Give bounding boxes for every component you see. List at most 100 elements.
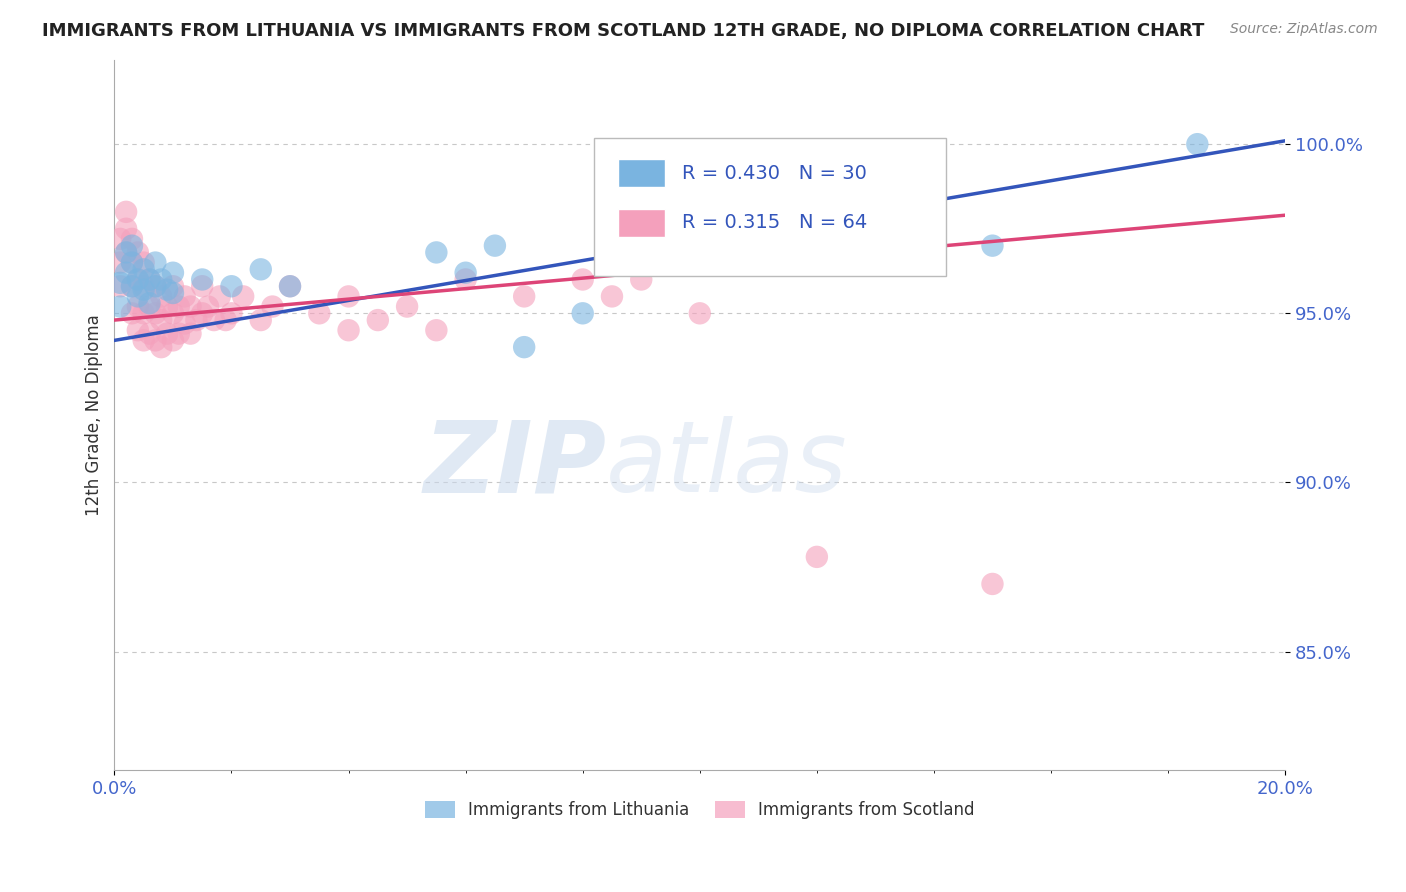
Point: [981, 238, 1004, 252]
Point: [132, 334, 155, 348]
Text: ZIP: ZIP: [423, 416, 606, 513]
Point: [145, 279, 167, 293]
Point: [145, 255, 167, 269]
Point: [110, 276, 132, 290]
Point: [150, 340, 173, 354]
Point: [145, 279, 167, 293]
Point: [110, 255, 132, 269]
Point: [162, 279, 184, 293]
Point: [208, 289, 231, 303]
Point: [484, 238, 506, 252]
Point: [1187, 137, 1209, 152]
Point: [221, 279, 243, 293]
Point: [232, 289, 254, 303]
Point: [121, 232, 143, 246]
FancyBboxPatch shape: [617, 209, 665, 237]
Point: [221, 306, 243, 320]
Text: Source: ZipAtlas.com: Source: ZipAtlas.com: [1230, 22, 1378, 37]
Point: [167, 300, 190, 314]
Point: [179, 300, 201, 314]
Point: [367, 313, 389, 327]
Text: atlas: atlas: [606, 416, 848, 513]
Point: [197, 300, 219, 314]
Point: [110, 279, 132, 293]
Point: [115, 266, 138, 280]
Point: [454, 272, 477, 286]
Point: [425, 323, 447, 337]
Legend: Immigrants from Lithuania, Immigrants from Scotland: Immigrants from Lithuania, Immigrants fr…: [419, 794, 981, 826]
Point: [115, 245, 138, 260]
Point: [127, 272, 149, 286]
Point: [425, 245, 447, 260]
Point: [513, 289, 536, 303]
Point: [145, 334, 167, 348]
Point: [806, 549, 828, 564]
Point: [278, 279, 301, 293]
Point: [202, 313, 225, 327]
Point: [162, 266, 184, 280]
Point: [186, 313, 208, 327]
Point: [981, 577, 1004, 591]
Point: [132, 279, 155, 293]
Point: [127, 300, 149, 314]
Point: [156, 283, 179, 297]
Point: [127, 245, 149, 260]
Point: [513, 340, 536, 354]
Point: [173, 317, 195, 331]
Point: [132, 283, 155, 297]
Point: [454, 266, 477, 280]
Point: [249, 313, 271, 327]
Point: [278, 279, 301, 293]
Point: [132, 306, 155, 320]
Point: [110, 300, 132, 314]
Text: IMMIGRANTS FROM LITHUANIA VS IMMIGRANTS FROM SCOTLAND 12TH GRADE, NO DIPLOMA COR: IMMIGRANTS FROM LITHUANIA VS IMMIGRANTS …: [42, 22, 1205, 40]
Point: [132, 255, 155, 269]
Point: [138, 326, 160, 341]
FancyBboxPatch shape: [595, 137, 946, 277]
Point: [337, 289, 360, 303]
Point: [121, 255, 143, 269]
Point: [127, 323, 149, 337]
Point: [121, 255, 143, 269]
Point: [162, 285, 184, 300]
Point: [396, 300, 419, 314]
Point: [138, 296, 160, 310]
Point: [121, 238, 143, 252]
Point: [191, 272, 214, 286]
Point: [191, 306, 214, 320]
Point: [132, 262, 155, 277]
Point: [115, 221, 138, 235]
Point: [121, 279, 143, 293]
Point: [138, 300, 160, 314]
Point: [571, 306, 593, 320]
Point: [156, 300, 179, 314]
Point: [191, 279, 214, 293]
Point: [150, 313, 173, 327]
Point: [115, 245, 138, 260]
FancyBboxPatch shape: [617, 159, 665, 187]
Y-axis label: 12th Grade, No Diploma: 12th Grade, No Diploma: [86, 314, 103, 516]
Point: [689, 306, 711, 320]
Point: [308, 306, 330, 320]
Point: [156, 326, 179, 341]
Point: [138, 272, 160, 286]
Point: [121, 279, 143, 293]
Point: [127, 272, 149, 286]
Point: [571, 272, 593, 286]
Point: [150, 272, 173, 286]
Point: [110, 232, 132, 246]
Point: [145, 306, 167, 320]
Point: [150, 289, 173, 303]
Point: [162, 306, 184, 320]
Point: [600, 289, 623, 303]
Text: R = 0.315   N = 64: R = 0.315 N = 64: [682, 213, 868, 233]
Point: [115, 204, 138, 219]
Point: [249, 262, 271, 277]
Text: R = 0.430   N = 30: R = 0.430 N = 30: [682, 164, 868, 183]
Point: [167, 326, 190, 341]
Point: [337, 323, 360, 337]
Point: [214, 313, 236, 327]
Point: [262, 300, 284, 314]
Point: [138, 272, 160, 286]
Point: [179, 326, 201, 341]
